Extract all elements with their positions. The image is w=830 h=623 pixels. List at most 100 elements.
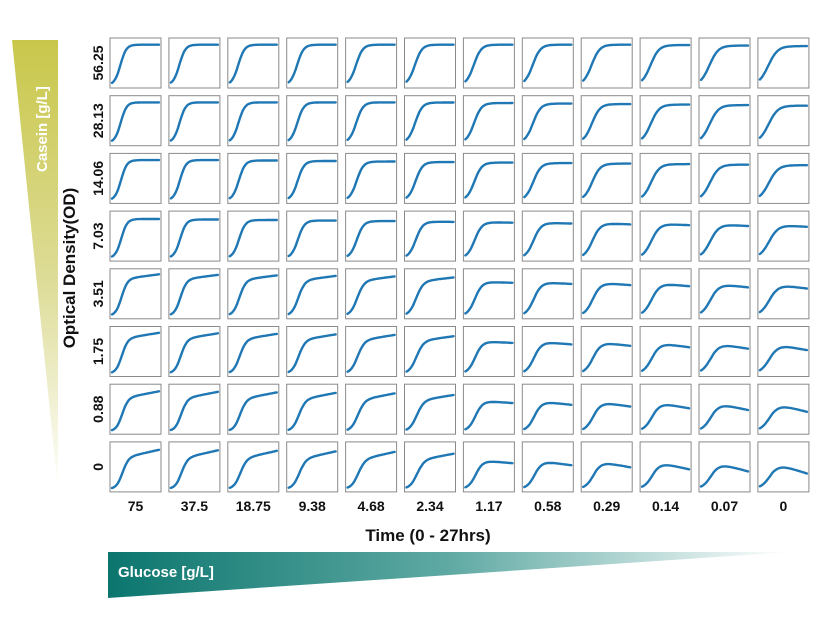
growth-curve	[464, 161, 514, 199]
growth-curve	[523, 401, 573, 431]
panel-frame	[521, 152, 574, 204]
growth-curve	[110, 390, 161, 432]
panel-frame	[462, 210, 515, 262]
panel-frame	[698, 210, 751, 262]
growth-curve	[169, 273, 220, 316]
growth-curve	[582, 282, 632, 315]
panel	[227, 95, 280, 147]
panel-frame	[580, 383, 633, 435]
column-label: 1.17	[475, 498, 502, 514]
panel-frame	[462, 326, 515, 377]
panel	[404, 37, 456, 89]
panel-frame	[698, 326, 751, 377]
panel-frame	[639, 152, 692, 204]
growth-curve	[523, 43, 573, 83]
growth-curve	[346, 450, 396, 489]
growth-curve	[582, 102, 632, 140]
panel	[168, 37, 221, 89]
panel	[109, 383, 162, 435]
growth-curve	[699, 163, 750, 198]
growth-curve	[758, 104, 809, 139]
panel	[462, 441, 515, 493]
growth-curve	[346, 392, 396, 431]
column-label: 9.38	[299, 498, 326, 514]
panel	[168, 441, 221, 493]
panel-frame	[345, 95, 398, 147]
panel	[639, 95, 692, 147]
panel	[521, 268, 574, 320]
panel-frame	[580, 152, 633, 204]
panel	[227, 383, 280, 435]
growth-curve	[287, 219, 337, 258]
panel-grid	[109, 37, 810, 493]
panel-frame	[168, 95, 221, 147]
growth-curve	[523, 161, 573, 199]
row-label: 3.51	[90, 280, 106, 307]
panel	[698, 152, 751, 204]
panel-frame	[639, 95, 692, 147]
panel-frame	[757, 152, 810, 204]
panel	[757, 326, 810, 377]
growth-curve	[405, 393, 455, 431]
panel-frame	[757, 383, 810, 435]
panel-frame	[227, 210, 280, 262]
panel-frame	[286, 210, 339, 262]
growth-curve	[640, 162, 691, 198]
casein-wedge	[12, 40, 58, 490]
panel	[109, 268, 162, 320]
panel-frame	[698, 95, 751, 147]
panel	[345, 37, 398, 89]
panel	[345, 383, 398, 435]
panel-frame	[639, 383, 692, 435]
panel	[227, 326, 280, 377]
panel	[404, 326, 456, 377]
growth-curve	[640, 43, 691, 82]
column-label: 0.29	[593, 498, 620, 514]
panel-frame	[462, 441, 515, 493]
panel	[286, 210, 339, 262]
growth-curve	[287, 391, 337, 431]
panel	[580, 441, 633, 493]
panel	[168, 152, 221, 204]
panel	[286, 152, 339, 204]
panel	[345, 95, 398, 147]
panel	[404, 383, 456, 435]
panel	[580, 152, 633, 204]
growth-curve	[640, 404, 691, 430]
panel	[757, 37, 810, 89]
panel	[521, 95, 574, 147]
growth-curve	[287, 274, 337, 316]
panel	[639, 210, 692, 262]
growth-curve	[699, 103, 750, 140]
growth-curve	[287, 333, 337, 374]
panel-frame	[109, 152, 162, 204]
growth-curve	[346, 275, 396, 315]
panel	[286, 268, 339, 320]
panel	[521, 441, 574, 493]
panel	[580, 95, 633, 147]
panel-frame	[521, 326, 574, 377]
growth-curve	[758, 164, 809, 198]
panel	[757, 268, 810, 320]
panel	[698, 268, 751, 320]
panel	[521, 152, 574, 204]
panel-frame	[109, 37, 162, 89]
panel	[757, 210, 810, 262]
growth-curve	[405, 276, 455, 315]
growth-curve	[758, 285, 809, 314]
growth-curve	[405, 220, 455, 257]
panel	[462, 95, 515, 147]
casein-wedge-label: Casein [g/L]	[34, 86, 51, 172]
panel-frame	[345, 383, 398, 435]
panel-frame	[404, 268, 456, 320]
growth-curve	[346, 101, 396, 141]
panel	[698, 37, 751, 89]
growth-curve	[523, 102, 573, 141]
panel	[227, 441, 280, 493]
column-labels: 75 37.5 18.75 9.38 4.68 2.34 1.17 0.58 0.29 0.14 0…	[128, 498, 788, 514]
panel	[404, 95, 456, 147]
growth-curve	[464, 281, 514, 315]
growth-curve	[110, 43, 161, 85]
